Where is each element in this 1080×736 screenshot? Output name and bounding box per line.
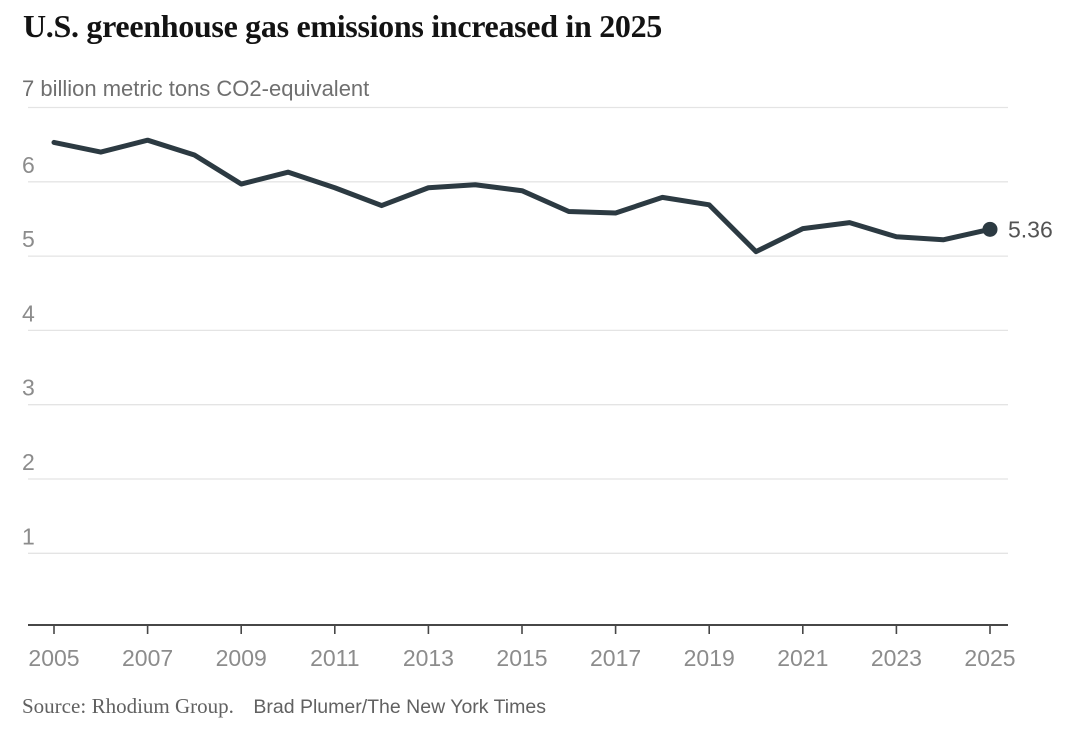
y-axis-label: 6 xyxy=(22,152,35,178)
y-axis-label: 3 xyxy=(22,375,35,401)
x-axis-label: 2023 xyxy=(871,645,922,671)
x-axis-label: 2007 xyxy=(122,645,173,671)
y-axis-label: 2 xyxy=(22,449,35,475)
x-axis-label: 2011 xyxy=(310,645,359,671)
source-name: Rhodium Group. xyxy=(91,694,234,718)
byline-credit: Brad Plumer/The New York Times xyxy=(253,696,546,718)
end-value-label: 5.36 xyxy=(1008,216,1053,242)
y-axis-label: 4 xyxy=(22,300,35,326)
x-axis-label: 2021 xyxy=(777,645,828,671)
source-prefix: Source: xyxy=(22,694,87,718)
end-point-dot xyxy=(982,221,998,237)
source-line: Source: Rhodium Group. Brad Plumer/The N… xyxy=(22,694,546,719)
x-axis-label: 2009 xyxy=(216,645,267,671)
chart-unit-label: 7 billion metric tons CO2-equivalent xyxy=(22,76,370,101)
x-axis-label: 2015 xyxy=(496,645,547,671)
x-axis-label: 2013 xyxy=(403,645,454,671)
x-axis-label: 2019 xyxy=(684,645,735,671)
chart-title: U.S. greenhouse gas emissions increased … xyxy=(23,8,662,44)
emissions-line-chart: 6 5 4 3 2 1 2005 2007 2009 2011 2013 2015 2017 2019 20… xyxy=(22,106,1053,671)
x-axis-label: 2017 xyxy=(590,645,641,671)
emissions-line xyxy=(51,137,993,255)
x-axis-label: 2025 xyxy=(964,645,1015,671)
y-axis-label: 1 xyxy=(22,523,35,549)
x-axis-label: 2005 xyxy=(28,645,79,671)
y-axis-label: 5 xyxy=(22,226,35,252)
